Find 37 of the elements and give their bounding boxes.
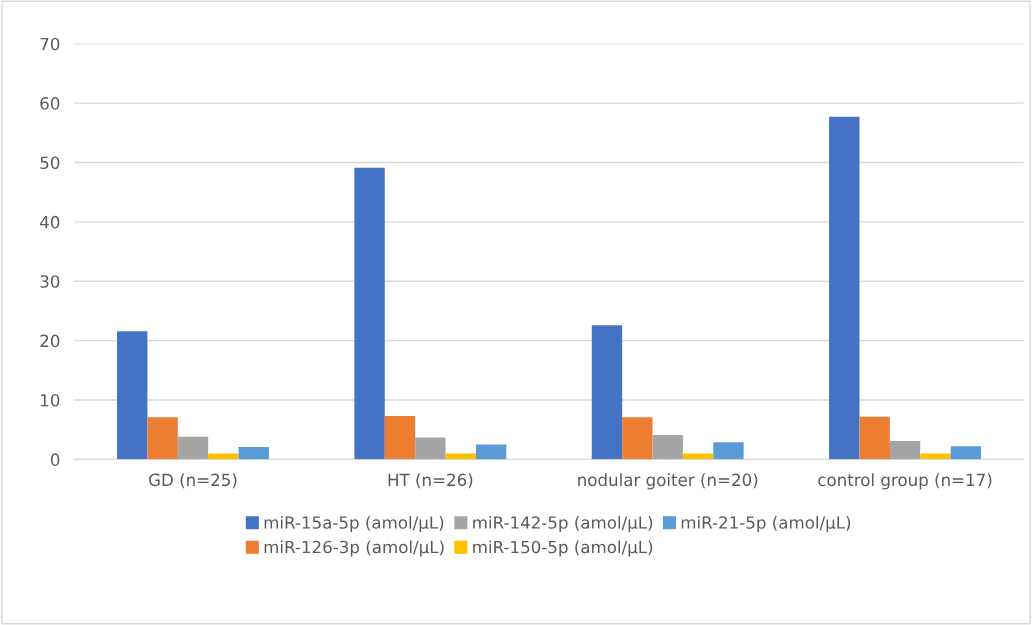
y-tick-label: 10: [41, 393, 60, 407]
legend-label: miR-126-3p (amol/µL): [264, 540, 444, 557]
y-tick-label: 70: [40, 37, 60, 51]
x-tick-label: control group (n=17): [818, 473, 992, 490]
x-tick-label: nodular goiter (n=20): [578, 473, 758, 490]
bar: [475, 444, 507, 460]
bar: [682, 453, 714, 460]
bar: [445, 453, 476, 460]
bar: [238, 446, 269, 460]
bar: [147, 417, 178, 460]
legend-label: miR-142-5p (amol/µL): [473, 515, 653, 533]
bar: [713, 442, 744, 460]
bar: [889, 440, 921, 460]
bar: [622, 417, 653, 460]
y-tick-label: 40: [40, 215, 60, 229]
bar: [208, 453, 239, 460]
bar: [415, 437, 446, 460]
legend-label: miR-15a-5p (amol/µL): [264, 515, 444, 533]
x-tick-label: GD (n=25): [149, 473, 237, 489]
x-tick-label: HT (n=26): [388, 473, 473, 489]
bar: [177, 436, 209, 460]
bar: [384, 416, 416, 460]
bar: [117, 331, 148, 460]
y-tick-label: 50: [40, 156, 60, 170]
bar: [920, 453, 951, 460]
y-tick-label: 20: [40, 334, 60, 348]
bar: [950, 446, 982, 460]
y-tick-label: 60: [40, 97, 60, 110]
legend-label: miR-21-5p (amol/µL): [681, 515, 851, 533]
y-tick-label: 30: [40, 275, 60, 288]
bar: [591, 325, 623, 460]
bar: [354, 167, 385, 460]
y-tick-label: 0: [50, 453, 60, 466]
bar: [652, 435, 683, 460]
bar: [859, 416, 890, 460]
legend-label: miR-150-5p (amol/µL): [473, 540, 653, 557]
bar: [829, 116, 860, 460]
